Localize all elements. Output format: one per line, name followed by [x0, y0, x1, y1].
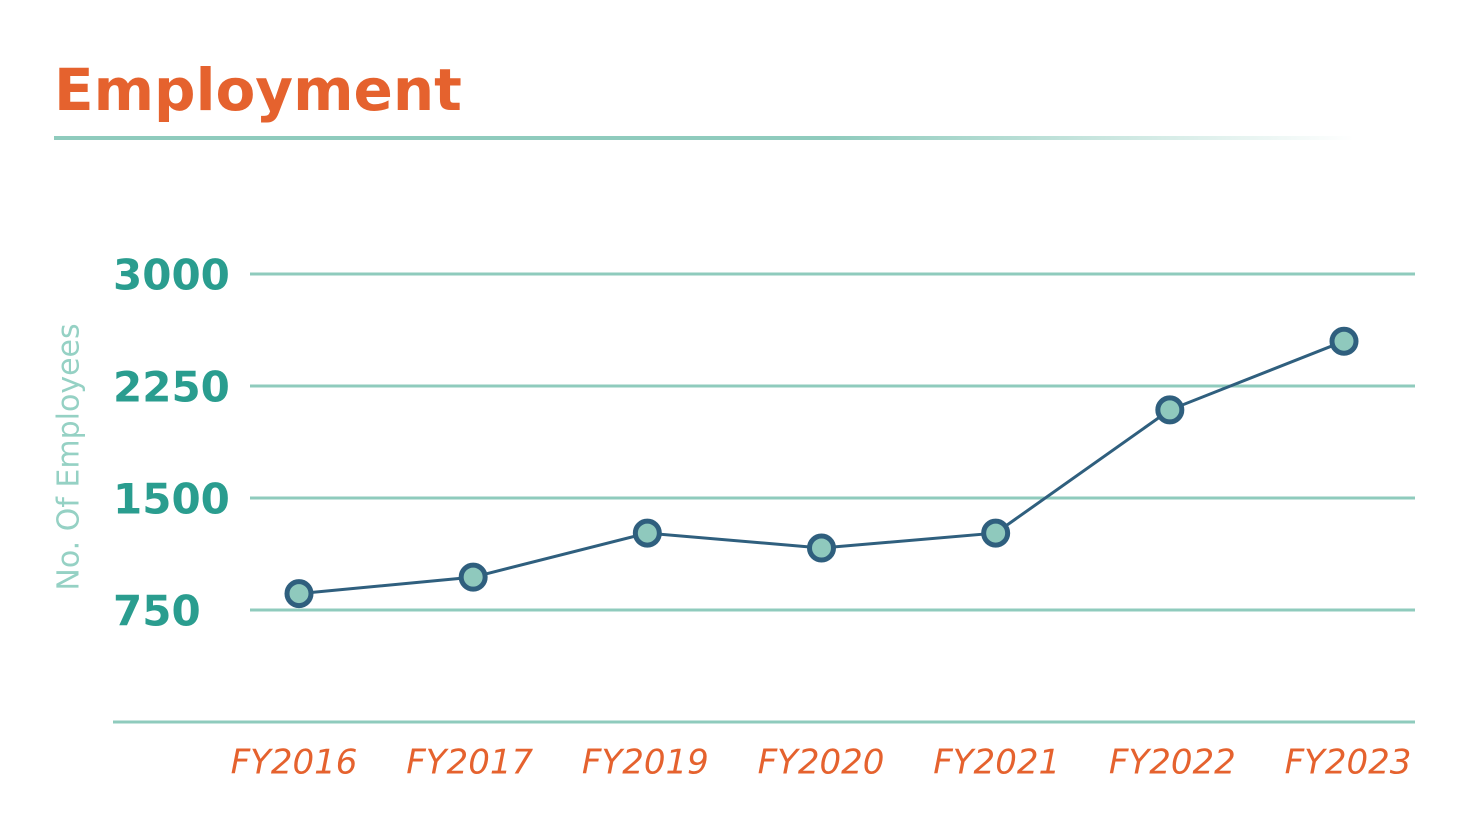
marker: [807, 533, 836, 563]
x-tick-label: FY2016: [231, 743, 358, 783]
marker: [981, 518, 1011, 548]
x-tick-label: FY2021: [933, 743, 1060, 783]
x-tick-label: FY2023: [1285, 743, 1412, 783]
marker: [284, 579, 314, 609]
chart-title: Employment: [54, 56, 462, 124]
y-tick-label: 3000: [113, 251, 230, 300]
title-separator: [54, 136, 1354, 140]
marker: [1155, 395, 1185, 425]
x-tick-label: FY2019: [582, 743, 709, 783]
marker: [1329, 326, 1359, 356]
x-tick-label: FY2020: [758, 743, 885, 783]
marker: [458, 562, 488, 592]
y-tick-label: 2250: [113, 363, 230, 412]
y-tick-label: 1500: [113, 475, 230, 524]
y-axis-label: No. Of Employees: [52, 323, 87, 590]
x-tick-label: FY2022: [1109, 743, 1236, 783]
marker: [632, 518, 662, 548]
y-tick-label: 750: [113, 587, 201, 636]
x-tick-label: FY2017: [406, 743, 533, 783]
